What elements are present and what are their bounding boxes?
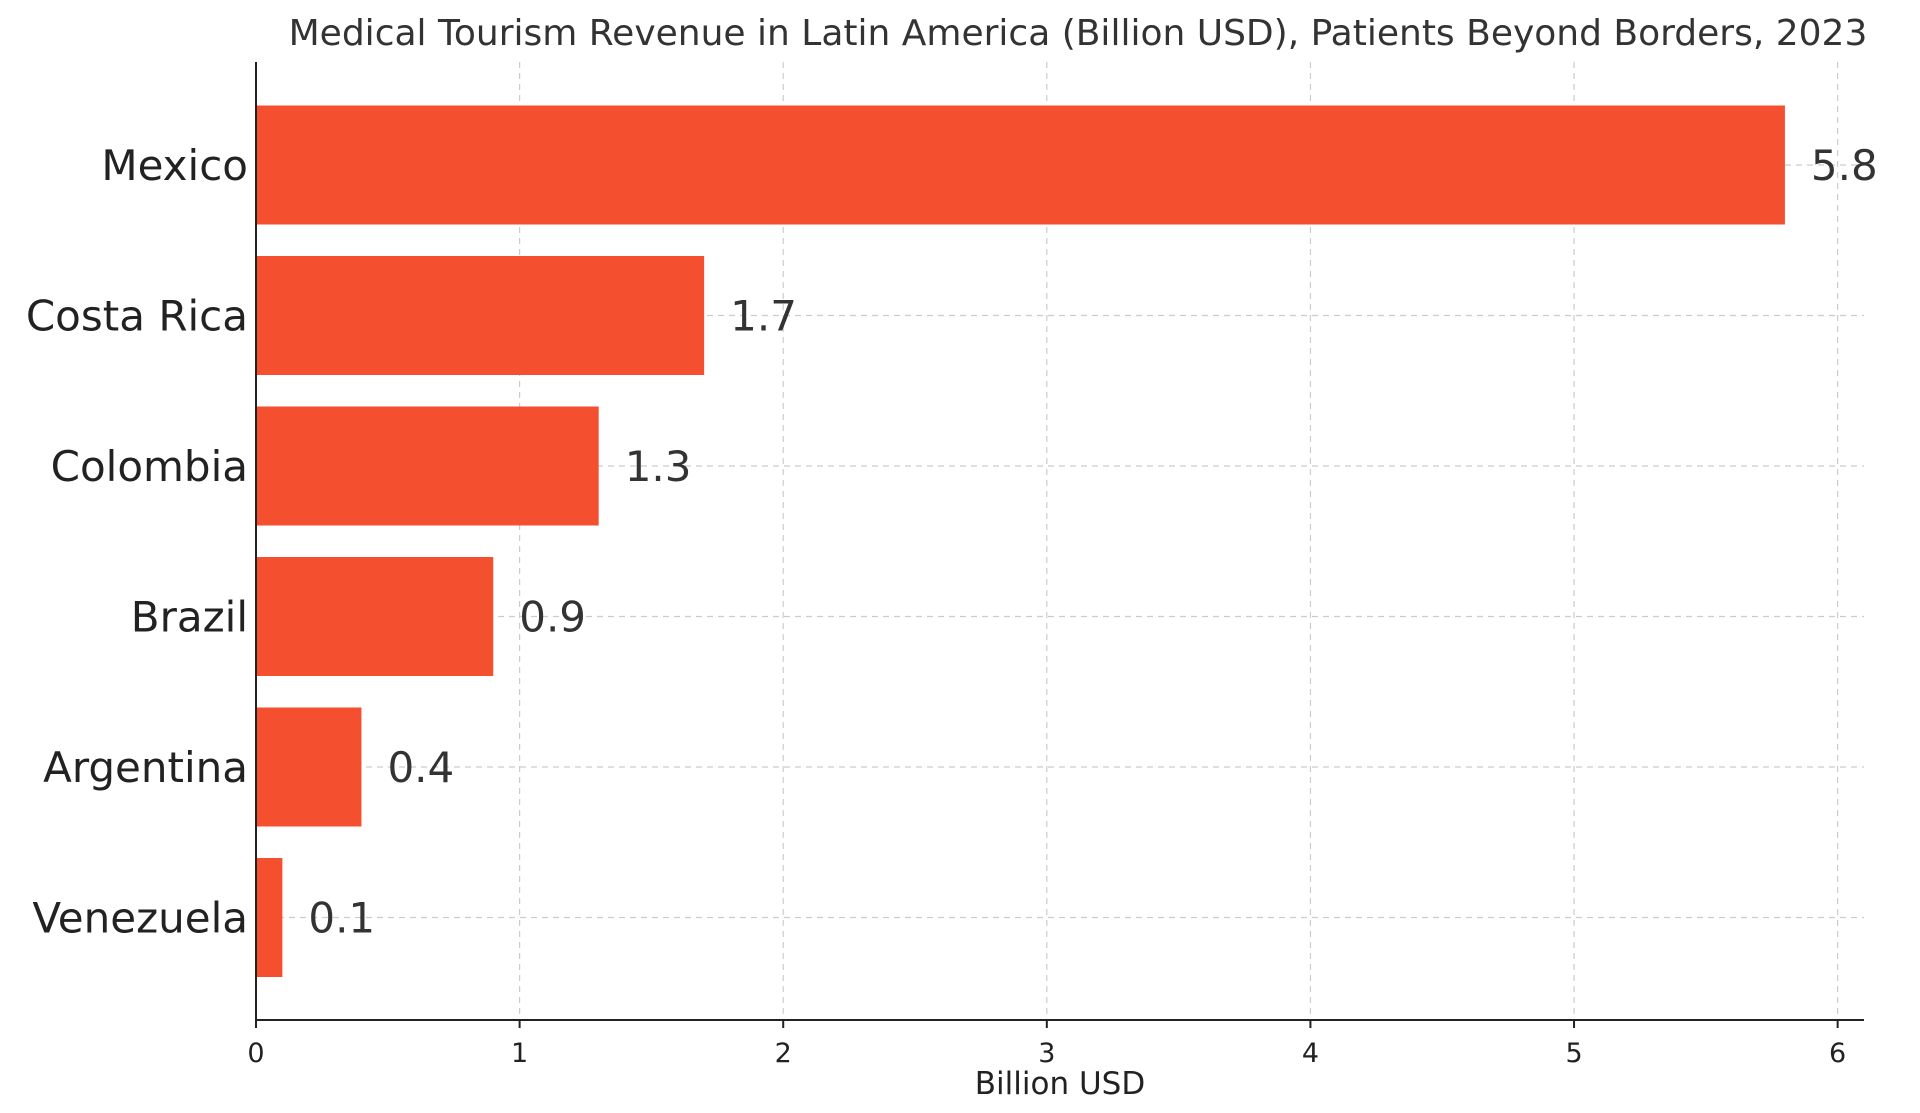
value-label: 1.3: [625, 442, 692, 491]
category-labels: Mexico Costa Rica Colombia Brazil Argentina V…: [26, 141, 248, 943]
category-label: Costa Rica: [26, 292, 248, 341]
x-tick-label: 1: [511, 1038, 528, 1069]
chart-title: Medical Tourism Revenue in Latin America…: [289, 13, 1868, 54]
x-tick-label: 5: [1565, 1038, 1582, 1069]
bar: [256, 858, 283, 977]
x-axis-label: Billion USD: [975, 1066, 1145, 1102]
value-label: 5.8: [1811, 141, 1878, 190]
bars: [256, 105, 1785, 977]
x-tick-label: 2: [775, 1038, 792, 1069]
bar: [256, 105, 1785, 225]
value-label: 0.1: [308, 894, 375, 943]
bar: [256, 406, 599, 526]
category-label: Colombia: [51, 442, 248, 491]
bar: [256, 707, 362, 827]
x-tick-label: 0: [247, 1038, 264, 1069]
value-label: 1.7: [730, 292, 797, 341]
category-label: Venezuela: [32, 894, 248, 943]
category-label: Argentina: [43, 743, 248, 792]
category-label: Mexico: [101, 141, 248, 190]
value-labels: 5.8 1.7 1.3 0.9 0.4 0.1: [308, 141, 1877, 943]
value-label: 0.9: [519, 593, 586, 642]
value-label: 0.4: [387, 743, 454, 792]
bar: [256, 557, 494, 676]
x-tick-label: 4: [1302, 1038, 1319, 1069]
bar: [256, 256, 705, 375]
x-tick-label: 6: [1829, 1038, 1846, 1069]
x-ticks: 0 1 2 3 4 5 6: [247, 1020, 1846, 1069]
category-label: Brazil: [131, 593, 248, 642]
x-tick-label: 3: [1038, 1038, 1055, 1069]
axes: [255, 62, 1864, 1021]
